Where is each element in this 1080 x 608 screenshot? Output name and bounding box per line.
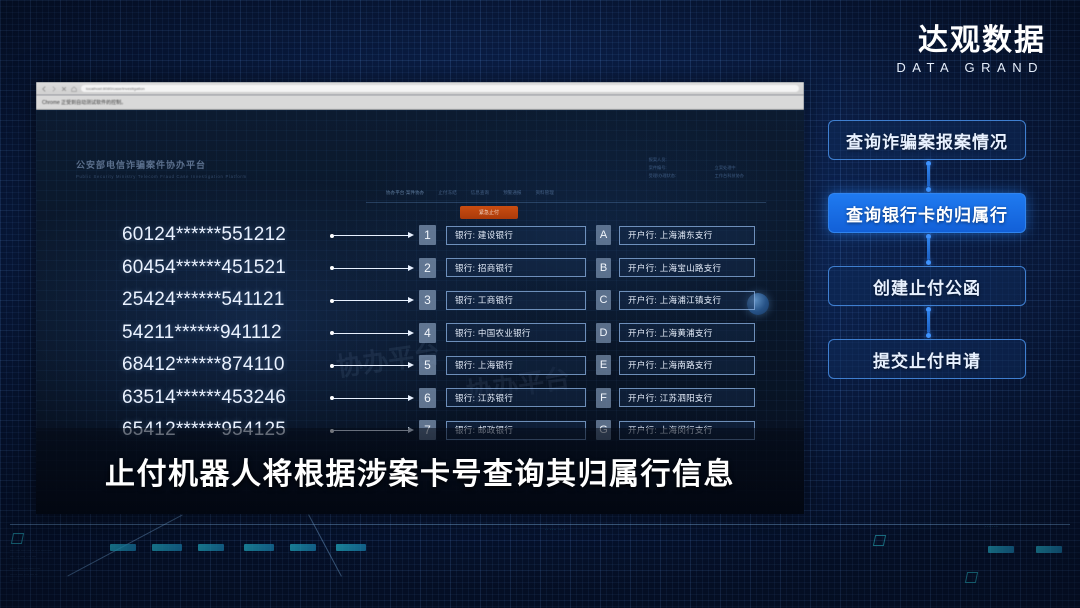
info-key: 受理/办理状态: [648,173,677,178]
workflow-step-label: 查询银行卡的归属行 [846,205,1008,225]
info-row: 报案人员: [649,156,744,164]
bank-name-field[interactable]: 银行: 中国农业银行 [446,323,586,342]
info-key: 案件编号: [648,165,667,170]
branch-name-field[interactable]: 开户行: 江苏泗阳支行 [619,388,755,407]
workflow-step-4[interactable]: 提交止付申请 [828,339,1026,379]
table-row: 54211******941112 4 银行: 中国农业银行 D 开户行: 上海黄浦支行 [36,320,804,346]
caption-bar: 止付机器人将根据涉案卡号查询其归属行信息 [36,428,804,514]
case-info-panel: 报案人员: 案件编号: 立案处理中 受理/办理状态: 工作台科技协办 [649,156,744,180]
step-connector [828,233,1028,266]
workflow-steps: 查询诈骗案报案情况 查询银行卡的归属行 创建止付公函 提交止付申请 [828,120,1028,379]
close-icon[interactable] [61,86,67,92]
row-letter-badge: F [596,387,611,408]
branch-name-field[interactable]: 开户行: 上海南路支行 [619,355,755,375]
card-number: 60454******451521 [122,256,287,278]
card-number: 68412******874110 [122,354,285,375]
branch-name-field[interactable]: 开户行: 上海浦江镇支行 [619,290,755,310]
menu-divider [366,202,766,203]
card-number: 54211******941112 [122,321,282,343]
info-row: 案件编号: 立案处理中 [649,164,744,172]
bank-name-field[interactable]: 银行: 建设银行 [446,225,586,245]
emergency-stop-payment-button[interactable]: 紧急止付 [460,206,518,219]
menu-item-0[interactable]: 协办平台·案件协办 [386,190,425,195]
browser-toolbar[interactable]: localhost:8080/case/investigation [36,82,804,95]
bank-name-field[interactable]: 银行: 工商银行 [446,290,586,310]
row-number-badge: 1 [419,225,436,245]
automation-infobar-text: Chrome 正受到自动测试软件的控制。 [42,99,127,106]
connector-line [330,264,416,271]
home-icon[interactable] [71,86,77,92]
connector-line [330,394,416,401]
brand-name-en: DATA GRAND [896,60,1044,75]
address-bar[interactable]: localhost:8080/case/investigation [81,85,799,92]
table-row: 25424******541121 3 银行: 工商银行 C 开户行: 上海浦江镇支行 [36,287,804,313]
bank-name-field[interactable]: 银行: 上海银行 [446,355,586,375]
row-number-badge: 6 [419,387,436,408]
row-letter-badge: B [596,257,611,278]
row-letter-badge: C [596,290,611,310]
forward-arrow-icon[interactable] [51,85,57,92]
branch-name-field[interactable]: 开户行: 上海黄浦支行 [619,323,755,342]
back-arrow-icon[interactable] [41,85,47,92]
page-title: 公安部电信诈骗案件协办平台 [76,160,207,170]
table-row: 60454******451521 2 银行: 招商银行 B 开户行: 上海宝山路支行 [36,255,804,281]
row-number-badge: 4 [419,322,436,343]
row-number-badge: 2 [419,257,436,278]
info-key: 报案人员: [648,157,667,162]
table-row: 60124******551212 1 银行: 建设银行 A 开户行: 上海浦东支行 [36,222,804,248]
connector-line [330,232,416,239]
globe-icon [747,293,769,315]
row-letter-badge: A [596,225,611,245]
page-subtitle: Public Security Ministry Telecom Fraud C… [76,174,247,179]
card-number: 63514******453246 [122,386,287,408]
workflow-step-label: 提交止付申请 [873,351,981,371]
row-number-badge: 3 [419,290,436,310]
menu-item-1[interactable]: 止付冻结 [438,190,457,195]
caption-text: 止付机器人将根据涉案卡号查询其归属行信息 [105,458,735,491]
connector-line [330,329,416,336]
table-row: 68412******874110 5 银行: 上海银行 E 开户行: 上海南路支行 [36,352,804,378]
row-number-badge: 5 [419,355,436,375]
bank-name-field[interactable]: 银行: 江苏银行 [446,388,586,407]
info-value: 立案处理中 [714,165,736,170]
menu-item-3[interactable]: 预警通报 [503,190,522,195]
workflow-step-label: 查询诈骗案报案情况 [846,132,1008,152]
info-value: 工作台科技协办 [714,173,744,178]
info-row: 受理/办理状态: 工作台科技协办 [649,172,744,180]
bank-name-field[interactable]: 银行: 招商银行 [446,258,586,277]
platform-header: 公安部电信诈骗案件协办平台 Public Security Ministry T… [76,158,247,179]
connector-line [330,297,416,304]
brand-logo: 达观数据 DATA GRAND [896,24,1046,75]
connector-line [330,362,416,369]
menu-item-2[interactable]: 信息查询 [470,190,490,195]
menu-item-4[interactable]: 资料管理 [535,190,554,195]
workflow-step-3[interactable]: 创建止付公函 [828,266,1026,306]
branch-name-field[interactable]: 开户行: 上海浦东支行 [619,225,755,245]
card-number: 60124******551212 [122,224,287,245]
card-number: 25424******541121 [122,289,285,310]
row-letter-badge: E [596,355,611,375]
step-connector [828,160,1028,193]
row-letter-badge: D [596,322,611,343]
table-row: 63514******453246 6 银行: 江苏银行 F 开户行: 江苏泗阳支行 [36,385,804,411]
workflow-step-label: 创建止付公函 [873,278,981,298]
platform-menu-bar[interactable]: 协办平台·案件协办 止付冻结 信息查询 预警通报 资料管理 [386,190,554,196]
brand-name-cn: 达观数据 [918,24,1046,57]
automation-infobar: Chrome 正受到自动测试软件的控制。 [36,95,804,110]
step-connector [828,306,1028,339]
workflow-step-2[interactable]: 查询银行卡的归属行 [828,193,1026,233]
workflow-step-1[interactable]: 查询诈骗案报案情况 [828,120,1026,160]
branch-name-field[interactable]: 开户行: 上海宝山路支行 [619,258,755,277]
